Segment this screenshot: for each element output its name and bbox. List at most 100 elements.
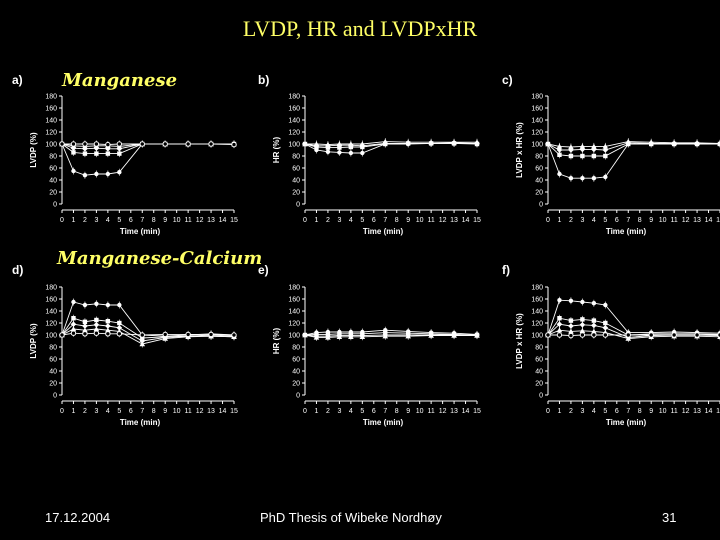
y-tick-label: 140 <box>45 309 57 316</box>
data-point <box>117 302 122 308</box>
x-tick-label: 12 <box>439 408 447 415</box>
y-axis-label: LVDP x HR (%) <box>515 122 524 178</box>
data-point <box>428 139 434 145</box>
footer-date: 17.12.2004 <box>45 510 111 525</box>
data-point <box>602 332 609 338</box>
data-point <box>603 153 608 159</box>
data-point <box>591 153 597 159</box>
x-tick-label: 1 <box>315 217 319 224</box>
data-point <box>580 176 585 181</box>
data-point <box>579 332 586 338</box>
x-tick-label: 15 <box>716 217 720 224</box>
data-point <box>359 334 366 339</box>
y-tick-label: 100 <box>531 142 543 149</box>
series-line <box>62 143 235 146</box>
x-tick-label: 9 <box>163 217 167 224</box>
data-point <box>557 298 562 303</box>
x-tick-label: 6 <box>615 217 619 224</box>
data-point <box>313 141 320 147</box>
data-point <box>591 332 597 338</box>
panel-label: e) <box>258 263 269 277</box>
x-tick-label: 9 <box>649 217 653 224</box>
data-point <box>70 326 77 332</box>
panel-label: f) <box>502 263 510 277</box>
y-tick-label: 40 <box>292 369 300 376</box>
data-point <box>82 173 88 178</box>
data-point <box>302 332 308 338</box>
data-point <box>94 171 99 177</box>
data-point <box>348 334 354 339</box>
x-tick-label: 11 <box>670 217 677 224</box>
y-tick-label: 20 <box>535 190 543 197</box>
x-tick-label: 13 <box>207 408 215 415</box>
y-tick-label: 0 <box>296 393 300 400</box>
series-5 <box>59 140 237 149</box>
y-tick-label: 120 <box>531 130 543 137</box>
y-tick-label: 160 <box>531 106 543 113</box>
data-point <box>603 320 608 326</box>
series-line <box>61 323 235 342</box>
x-tick-label: 3 <box>94 408 98 415</box>
data-point <box>82 319 88 324</box>
series-line <box>547 299 720 336</box>
x-tick-label: 0 <box>303 408 307 415</box>
x-tick-label: 13 <box>450 408 458 415</box>
x-tick-label: 5 <box>117 217 121 224</box>
y-tick-label: 40 <box>292 178 300 185</box>
x-tick-label: 7 <box>626 408 630 415</box>
y-tick-label: 0 <box>539 393 543 400</box>
data-point <box>568 323 574 329</box>
x-axis-label: Time (min) <box>363 227 404 236</box>
data-point <box>591 143 597 149</box>
data-point <box>648 332 654 338</box>
data-point <box>105 327 111 333</box>
y-tick-label: 180 <box>288 285 300 292</box>
x-tick-label: 1 <box>72 217 76 224</box>
data-point <box>336 334 343 339</box>
y-axis-label: HR (%) <box>272 328 281 355</box>
data-point <box>337 150 342 155</box>
data-point <box>474 139 480 145</box>
data-point <box>82 151 88 156</box>
y-tick-label: 180 <box>531 94 543 101</box>
data-point <box>93 326 100 332</box>
x-tick-label: 15 <box>473 217 481 224</box>
x-tick-label: 7 <box>140 408 144 415</box>
x-tick-label: 14 <box>219 217 227 224</box>
y-tick-label: 160 <box>45 106 57 113</box>
y-tick-label: 120 <box>288 130 300 137</box>
x-tick-label: 13 <box>693 408 701 415</box>
data-point <box>231 332 237 338</box>
data-point <box>139 332 145 338</box>
data-point <box>93 322 100 328</box>
y-axis-label: LVDP x HR (%) <box>515 313 524 369</box>
data-point <box>694 140 700 145</box>
data-point <box>405 333 411 339</box>
y-tick-label: 40 <box>535 178 543 185</box>
x-tick-label: 10 <box>659 217 667 224</box>
data-point <box>568 144 574 150</box>
x-tick-label: 1 <box>315 408 319 415</box>
data-point <box>556 147 563 153</box>
data-point <box>105 151 111 156</box>
x-tick-label: 6 <box>615 408 619 415</box>
data-point <box>557 171 562 177</box>
x-tick-label: 11 <box>184 408 191 415</box>
y-tick-label: 60 <box>292 166 300 173</box>
y-tick-label: 140 <box>531 309 543 316</box>
x-tick-label: 0 <box>303 217 307 224</box>
x-tick-label: 14 <box>705 408 713 415</box>
y-tick-label: 120 <box>531 321 543 328</box>
data-point <box>82 331 88 337</box>
data-point <box>568 332 574 339</box>
y-axis-label: LVDP (%) <box>29 323 38 359</box>
x-tick-label: 8 <box>395 217 399 224</box>
data-point <box>557 316 562 321</box>
data-point <box>602 143 609 149</box>
data-point <box>428 332 434 338</box>
x-tick-label: 13 <box>693 217 701 224</box>
